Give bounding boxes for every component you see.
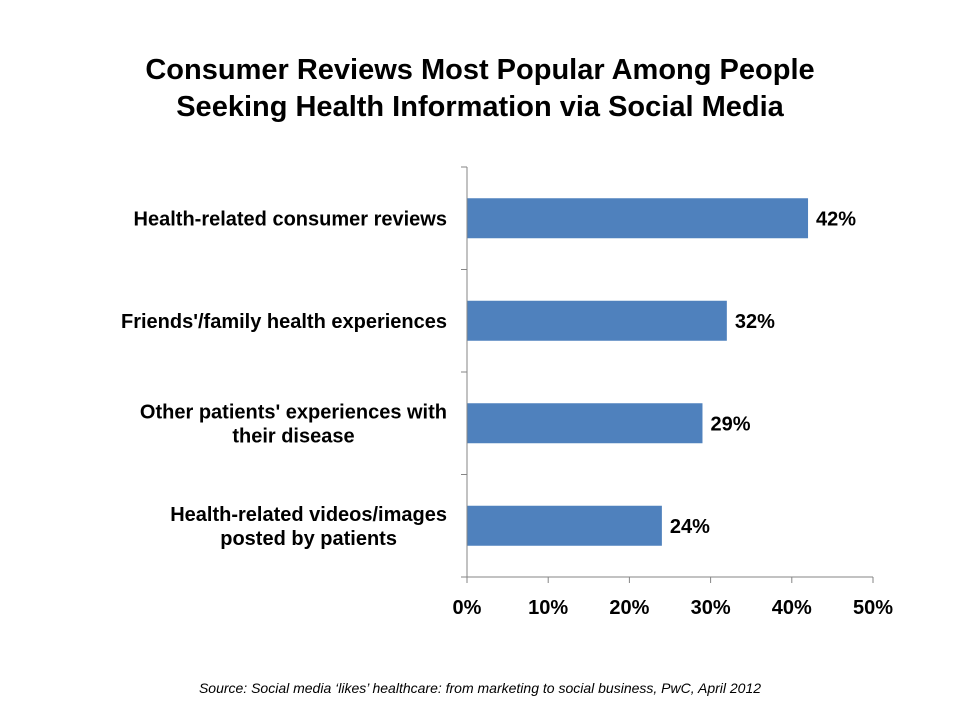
x-tick-label: 10% xyxy=(528,597,568,619)
category-label: Other patients' experiences with xyxy=(140,401,447,423)
x-tick-label: 20% xyxy=(609,597,649,619)
x-tick-label: 0% xyxy=(453,597,482,619)
source-note: Source: Social media ‘likes’ healthcare:… xyxy=(198,680,762,696)
bar xyxy=(467,505,662,546)
x-tick-label: 40% xyxy=(772,597,812,619)
data-label: 29% xyxy=(710,413,750,435)
chart-title-line-2: Seeking Health Information via Social Me… xyxy=(176,91,784,123)
data-label: 42% xyxy=(816,208,856,230)
data-label: 24% xyxy=(670,516,710,538)
category-label: Health-related consumer reviews xyxy=(134,208,447,230)
chart-title-line-1: Consumer Reviews Most Popular Among Peop… xyxy=(145,54,815,86)
category-label: Health-related videos/images xyxy=(170,504,447,526)
category-label: Friends'/family health experiences xyxy=(121,311,447,333)
bar xyxy=(467,198,809,239)
x-tick-label: 30% xyxy=(691,597,731,619)
data-label: 32% xyxy=(735,311,775,333)
bar xyxy=(467,300,727,341)
category-label: their disease xyxy=(232,425,354,447)
category-label: posted by patients xyxy=(220,528,397,550)
chart-title: Consumer Reviews Most Popular Among Peop… xyxy=(0,52,960,126)
x-tick-label: 50% xyxy=(853,597,893,619)
bar xyxy=(467,403,703,444)
